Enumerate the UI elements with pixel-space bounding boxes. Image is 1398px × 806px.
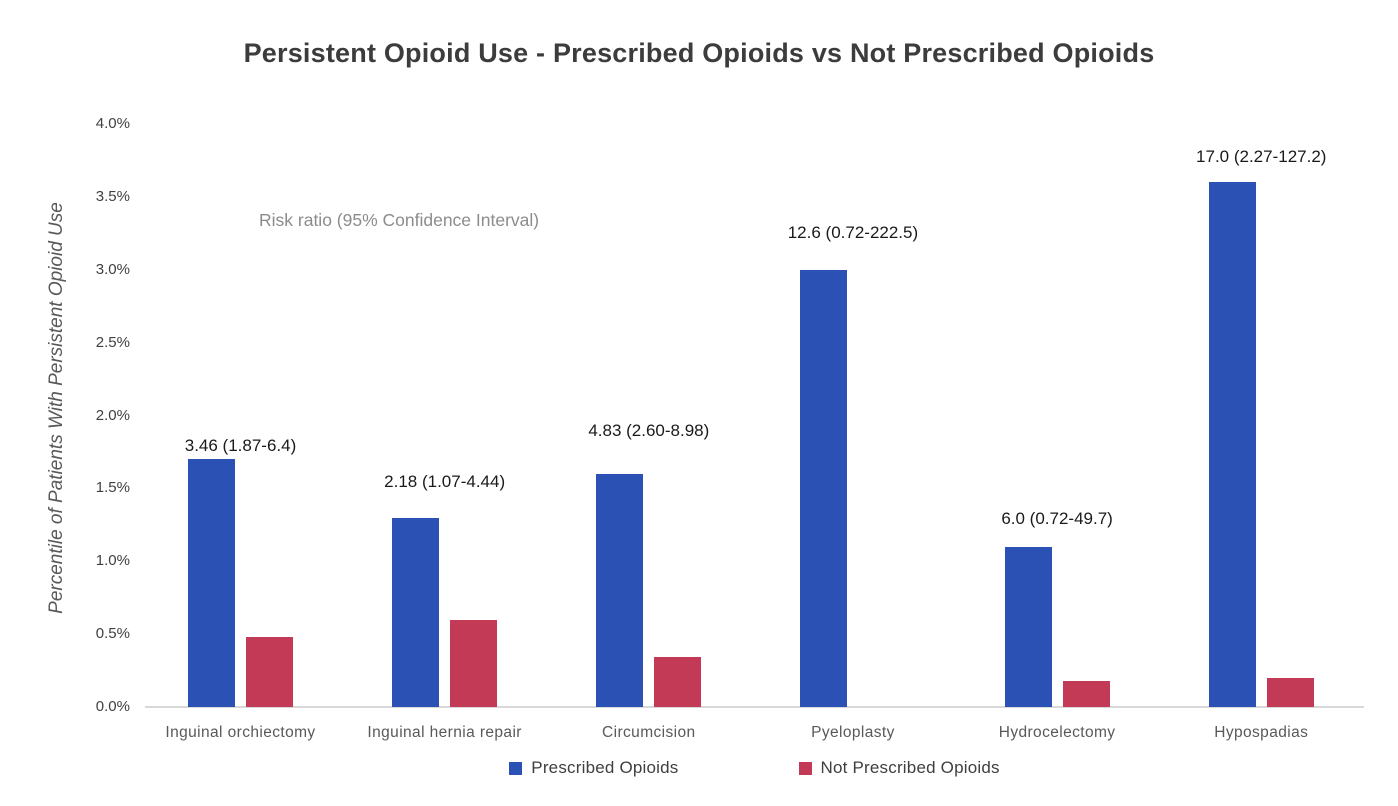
y-tick-label: 1.5% bbox=[95, 479, 130, 497]
y-tick-label: 2.5% bbox=[95, 333, 130, 351]
bar-not-prescribed-opioids bbox=[1266, 677, 1314, 707]
x-category-label: Hydrocelectomy bbox=[998, 724, 1116, 741]
x-category-label: Hypospadias bbox=[1214, 724, 1309, 741]
y-tick-label: 3.5% bbox=[95, 187, 130, 205]
legend: Prescribed Opioids Not Prescribed Opioids bbox=[145, 758, 1364, 778]
risk-ratio-annotation: Risk ratio (95% Confidence Interval) bbox=[259, 210, 540, 230]
x-category-label: Inguinal orchiectomy bbox=[165, 724, 316, 741]
bar-prescribed-opioids bbox=[188, 459, 235, 707]
bar-not-prescribed-opioids bbox=[1062, 680, 1110, 707]
legend-item-not-prescribed: Not Prescribed Opioids bbox=[798, 758, 1000, 778]
legend-swatch-icon bbox=[509, 761, 523, 775]
y-tick-label: 3.0% bbox=[95, 260, 130, 278]
bar-prescribed-opioids bbox=[1208, 182, 1256, 707]
risk-ratio-data-label: 2.18 (1.07-4.44) bbox=[384, 471, 506, 491]
chart-title: Persistent Opioid Use - Prescribed Opioi… bbox=[243, 38, 1155, 68]
risk-ratio-data-label: 3.46 (1.87-6.4) bbox=[184, 436, 297, 456]
y-tick-label: 4.0% bbox=[95, 115, 130, 132]
x-category-label: Pyeloplasty bbox=[811, 724, 895, 741]
risk-ratio-data-label: 12.6 (0.72-222.5) bbox=[787, 222, 919, 242]
legend-swatch-icon bbox=[798, 761, 812, 775]
x-category-label: Circumcision bbox=[602, 724, 696, 741]
bar-not-prescribed-opioids bbox=[246, 637, 293, 707]
bar-prescribed-opioids bbox=[800, 269, 848, 707]
bar-prescribed-opioids bbox=[596, 473, 644, 707]
risk-ratio-data-label: 17.0 (2.27-127.2) bbox=[1196, 147, 1327, 167]
y-tick-label: 1.0% bbox=[95, 552, 130, 570]
y-tick-label: 2.0% bbox=[95, 406, 130, 424]
bar-not-prescribed-opioids bbox=[450, 619, 498, 707]
y-tick-label: 0.5% bbox=[95, 625, 130, 643]
y-tick-label: 0.0% bbox=[95, 698, 130, 715]
legend-item-prescribed: Prescribed Opioids bbox=[509, 758, 678, 778]
risk-ratio-data-label: 6.0 (0.72-49.7) bbox=[1001, 508, 1113, 528]
legend-label: Not Prescribed Opioids bbox=[820, 758, 1000, 777]
x-axis-line bbox=[145, 706, 1364, 708]
bar-not-prescribed-opioids bbox=[654, 657, 702, 707]
legend-label: Prescribed Opioids bbox=[531, 758, 679, 777]
bar-prescribed-opioids bbox=[392, 517, 440, 707]
bar-prescribed-opioids bbox=[1004, 546, 1052, 707]
risk-ratio-data-label: 4.83 (2.60-8.98) bbox=[588, 420, 710, 440]
x-category-label: Inguinal hernia repair bbox=[367, 724, 522, 741]
